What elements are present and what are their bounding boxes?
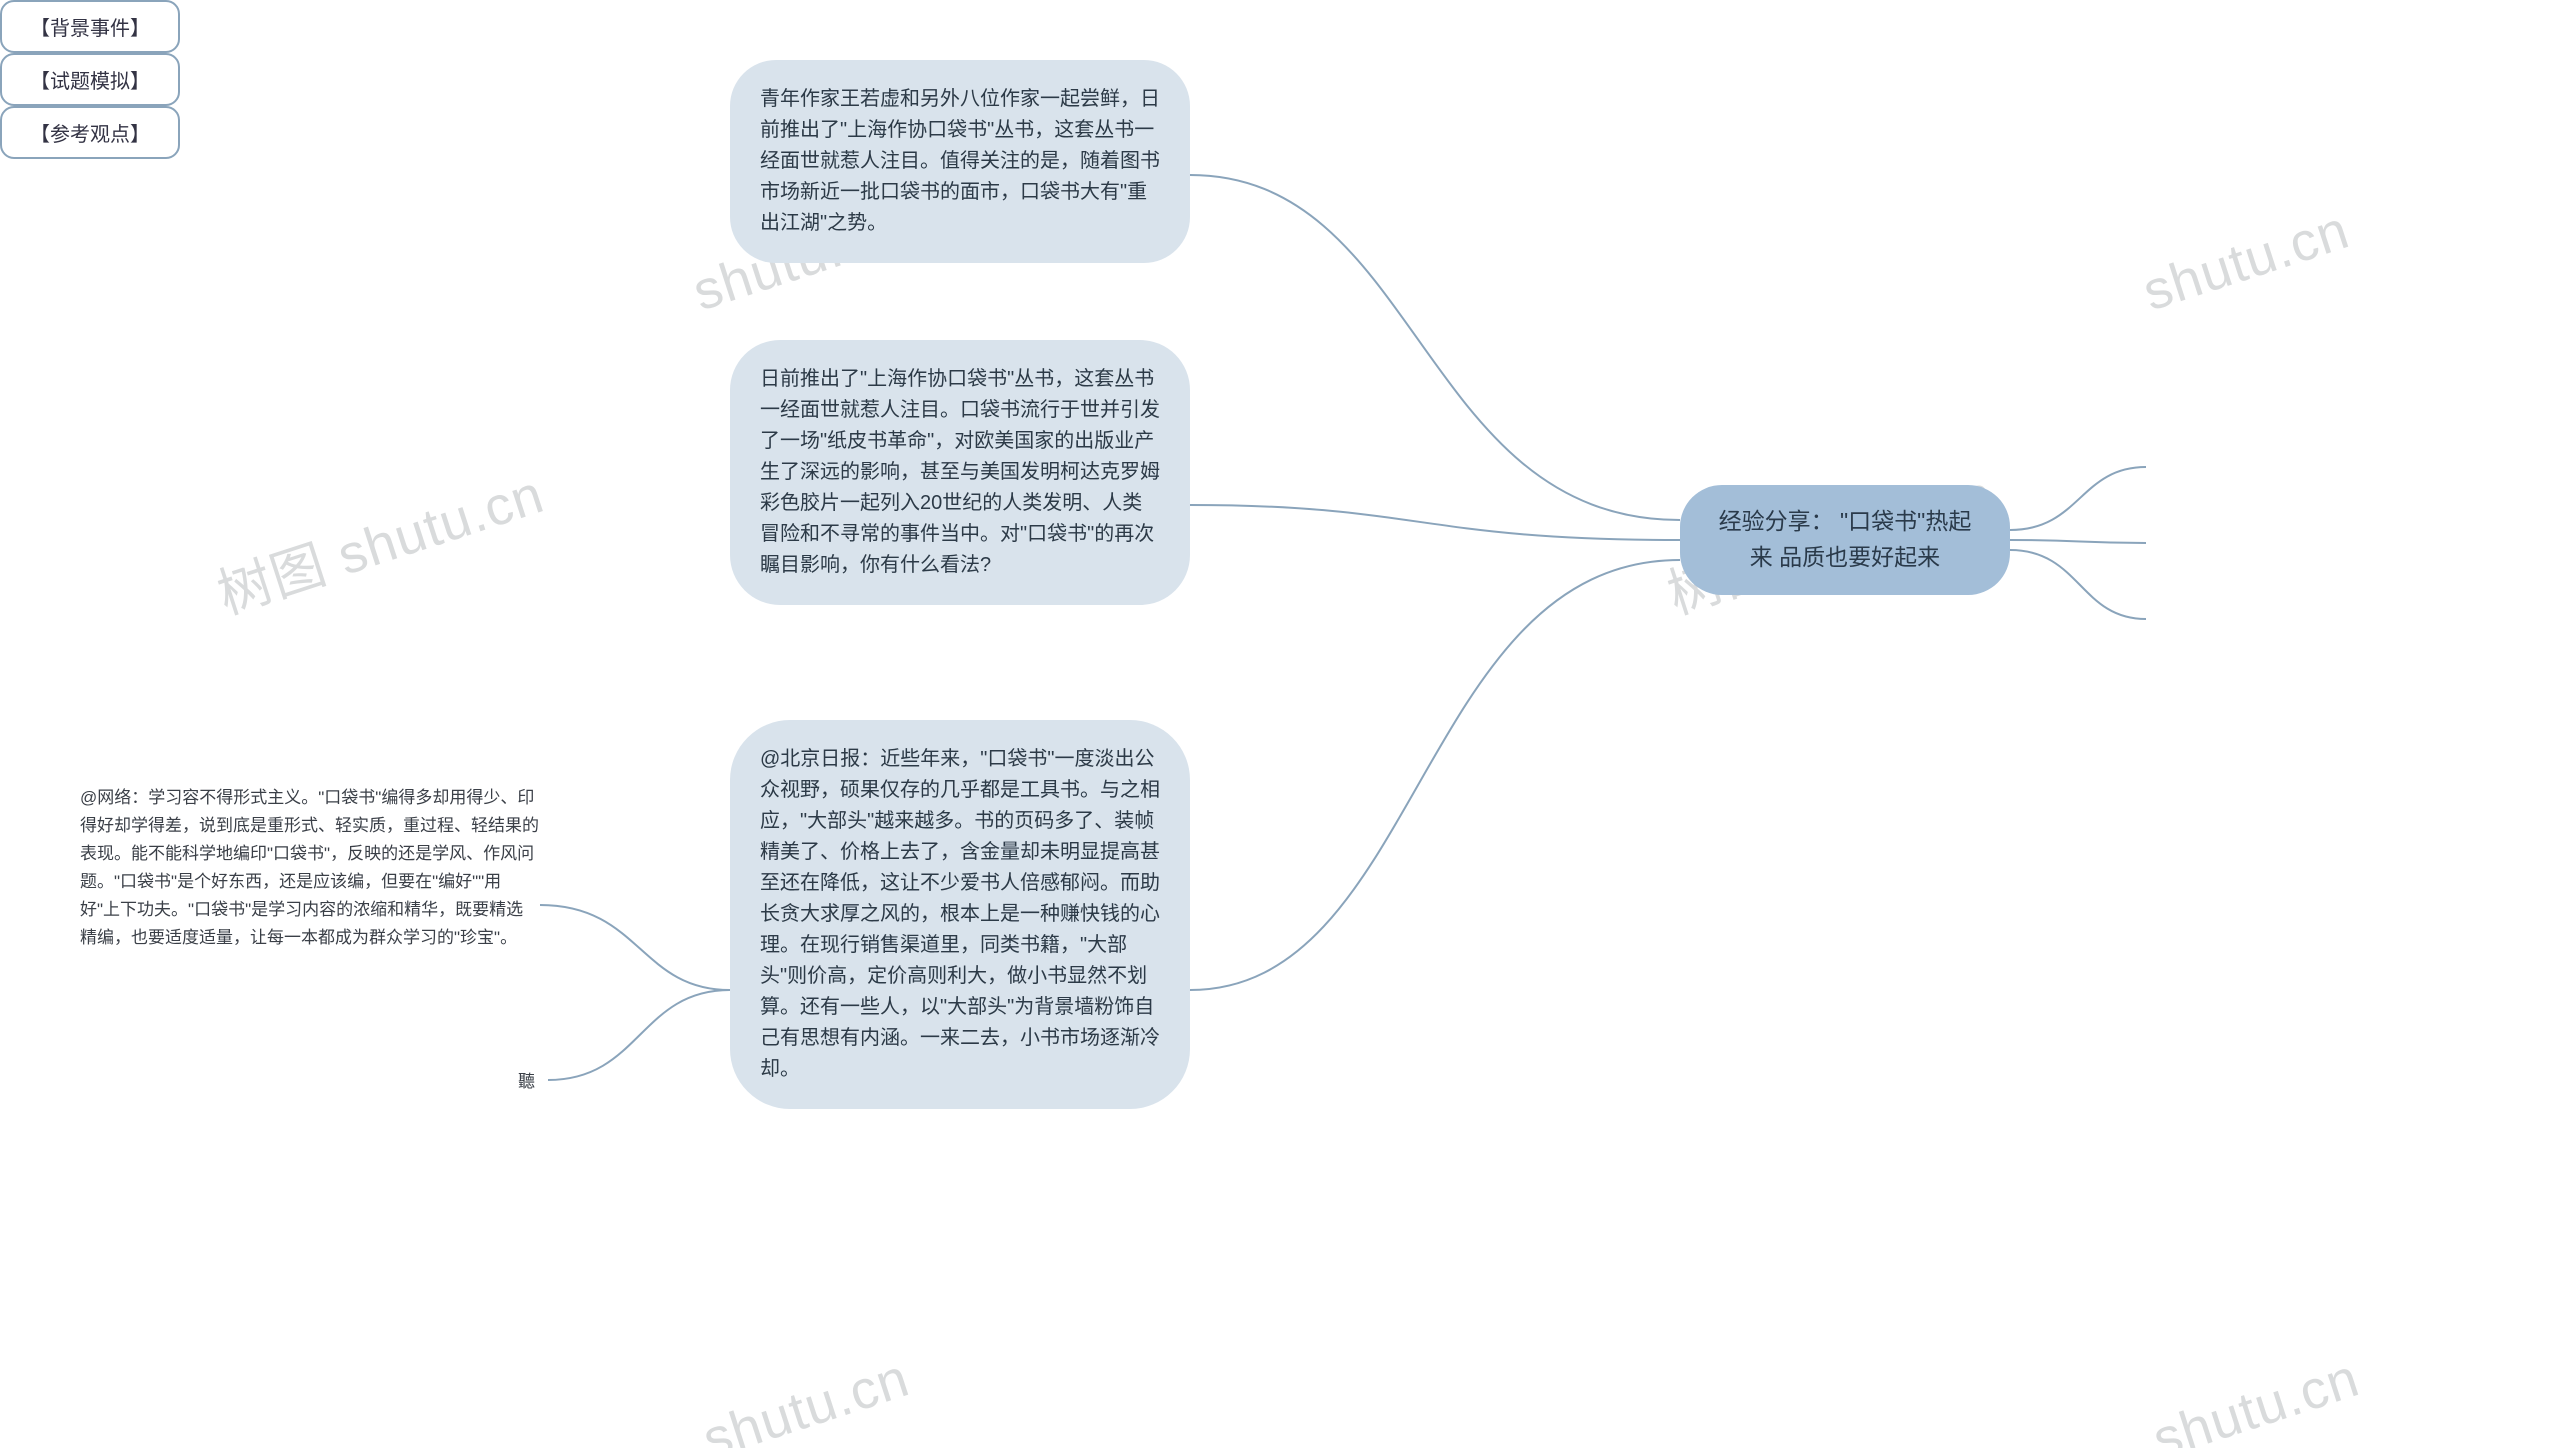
edge-c3-l1 (540, 905, 730, 990)
edge-root-sim (2010, 540, 2146, 543)
content-node-2[interactable]: 日前推出了"上海作协口袋书"丛书，这套丛书一经面世就惹人注目。口袋书流行于世并引… (730, 340, 1190, 605)
watermark: shutu.cn (696, 1347, 917, 1448)
edge-c3-l2 (548, 990, 730, 1080)
watermark: shutu.cn (2136, 199, 2357, 324)
content-text: 日前推出了"上海作协口袋书"丛书，这套丛书一经面世就惹人注目。口袋书流行于世并引… (760, 368, 1160, 576)
connector-layer (0, 0, 2560, 1448)
side-node-reference[interactable]: 【参考观点】 (0, 106, 180, 159)
leaf-text-content: 聽 (518, 1072, 535, 1091)
content-node-1[interactable]: 青年作家王若虚和另外八位作家一起尝鲜，日前推出了"上海作协口袋书"丛书，这套丛书… (730, 60, 1190, 263)
watermark: shutu.cn (2146, 1347, 2367, 1448)
leaf-node-2[interactable]: 聽 (518, 1068, 548, 1096)
edge-root-bg (2010, 467, 2146, 530)
side-node-simulation[interactable]: 【试题模拟】 (0, 53, 180, 106)
edge-root-ref (2010, 550, 2146, 619)
leaf-node-1[interactable]: @网络：学习容不得形式主义。"口袋书"编得多却用得少、印得好却学得差，说到底是重… (80, 784, 540, 952)
mindmap-canvas: 树图 shutu.cn 树图 shutu.cn shutu.cn shutu.c… (0, 0, 2560, 1448)
side-label: 【参考观点】 (30, 124, 150, 146)
content-text: @北京日报：近些年来，"口袋书"一度淡出公众视野，硕果仅存的几乎都是工具书。与之… (760, 748, 1160, 1080)
content-node-3[interactable]: @北京日报：近些年来，"口袋书"一度淡出公众视野，硕果仅存的几乎都是工具书。与之… (730, 720, 1190, 1109)
root-node[interactable]: 经验分享： "口袋书"热起来 品质也要好起来 (1680, 485, 2010, 595)
side-label: 【试题模拟】 (30, 71, 150, 93)
edge-root-c1 (1190, 175, 1680, 520)
content-text: 青年作家王若虚和另外八位作家一起尝鲜，日前推出了"上海作协口袋书"丛书，这套丛书… (760, 88, 1160, 234)
edge-root-c3 (1190, 560, 1680, 990)
edge-root-c2 (1190, 505, 1680, 540)
side-label: 【背景事件】 (30, 18, 150, 40)
watermark: 树图 shutu.cn (206, 450, 552, 630)
leaf-text-content: @网络：学习容不得形式主义。"口袋书"编得多却用得少、印得好却学得差，说到底是重… (80, 788, 539, 947)
side-node-background[interactable]: 【背景事件】 (0, 0, 180, 53)
root-label: 经验分享： "口袋书"热起来 品质也要好起来 (1710, 504, 1980, 575)
